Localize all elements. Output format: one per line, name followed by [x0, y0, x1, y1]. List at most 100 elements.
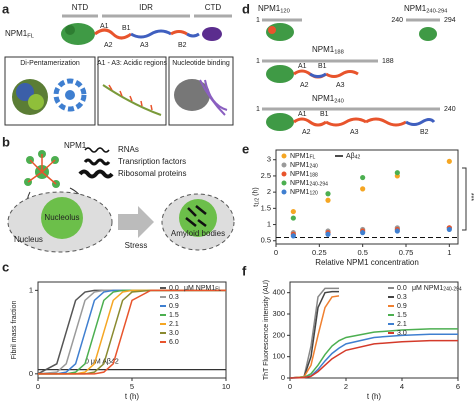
- idr-line: [309, 72, 327, 78]
- panel-label: d: [242, 1, 250, 16]
- structure: [419, 27, 437, 41]
- domain-label: IDR: [139, 3, 153, 12]
- partner-label: Transription factors: [118, 157, 186, 166]
- x-tick-label: 0.75: [399, 248, 414, 257]
- data-point: [325, 197, 331, 203]
- residue-label: 1: [256, 58, 260, 65]
- data-point: [394, 228, 400, 234]
- nucleolus-shape: [41, 197, 83, 239]
- y-axis-label: ThT Fluorescence intensity (AU): [263, 280, 270, 380]
- data-line: [289, 290, 339, 379]
- legend-label: 0.3: [397, 294, 407, 301]
- inset-title: Di-Pentamerization: [20, 60, 80, 67]
- subscript: 120: [309, 191, 318, 197]
- y-tick-label: 3: [267, 155, 271, 164]
- y-tick-label: 2.5: [261, 171, 271, 180]
- x-axis-label: t (h): [125, 392, 140, 401]
- x-tick-label: 0: [36, 382, 40, 391]
- legend-label: NPM1188: [290, 171, 318, 179]
- nucleolus-label: Nucleolus: [44, 213, 79, 222]
- text-part: Aβ: [346, 153, 355, 160]
- x-tick-label: 2: [344, 382, 348, 391]
- region-label: A1: [100, 23, 109, 30]
- x-tick-label: 10: [222, 382, 230, 391]
- text-part: (h): [252, 187, 259, 198]
- text-part: NPM1: [404, 4, 427, 13]
- data-line: [38, 289, 226, 375]
- annotation: 0 μM Aβ42: [85, 358, 119, 365]
- construct-name: NPM1240-294: [404, 4, 448, 14]
- data-point: [360, 174, 366, 181]
- data-point: [290, 233, 296, 239]
- inset-images: [12, 78, 228, 116]
- stress-arrow: [118, 206, 154, 238]
- inset-box: [97, 56, 167, 126]
- region-label: A3: [140, 42, 149, 49]
- data-point: [290, 215, 296, 221]
- data-line: [289, 339, 458, 379]
- text-part: μM NPM1: [184, 285, 215, 292]
- construct-name: NPM1240: [312, 94, 344, 104]
- structure: [268, 26, 276, 34]
- subscript: FL: [27, 33, 34, 39]
- data-point: [290, 208, 296, 215]
- legend-title: μM NPM1FL: [184, 285, 221, 293]
- y-tick-label: 1: [267, 220, 271, 229]
- subscript: 240-294: [443, 287, 462, 293]
- subscript: 188: [309, 173, 318, 179]
- legend-label: 0.3: [169, 294, 179, 301]
- significance-bracket: [462, 167, 467, 231]
- panel-label: b: [2, 134, 10, 149]
- idr-line: [405, 118, 436, 126]
- data-point: [446, 158, 452, 164]
- y-tick-label: 400: [272, 288, 285, 297]
- text-part: NPM1: [290, 180, 310, 187]
- subscript: FL: [309, 155, 315, 161]
- legend-label: 3.0: [169, 330, 179, 337]
- inset-title: A1 - A3: Acidic regions: [97, 60, 168, 67]
- text-part: NPM1: [5, 29, 28, 38]
- legend-swatch: [281, 189, 287, 195]
- text-part: NPM1: [290, 162, 310, 169]
- data-point: [394, 170, 400, 176]
- panel-label: e: [242, 141, 249, 156]
- region-label: B1: [318, 63, 327, 70]
- legend-swatch: [281, 162, 287, 168]
- text-part: NPM1: [312, 94, 335, 103]
- subscript: 240-294: [426, 8, 448, 14]
- fibrils: [185, 205, 207, 227]
- legend-label: NPM1FL: [290, 153, 316, 161]
- plot-frame: [289, 281, 459, 379]
- x-axis-label: t (h): [367, 392, 382, 401]
- legend-label: 2.1: [397, 321, 407, 328]
- partner-icons: [78, 147, 114, 179]
- protein-label: NPM1FL: [5, 29, 34, 39]
- construct-name: NPM1120: [258, 4, 290, 14]
- data-point: [446, 226, 452, 233]
- idr-line: [293, 117, 407, 127]
- subscript: 1/2: [255, 198, 261, 205]
- legend-label: 2.1: [169, 321, 179, 328]
- legend-label: 3.0: [397, 330, 407, 337]
- subscript: 240: [334, 98, 344, 104]
- subscript: 240: [309, 164, 318, 170]
- x-tick-label: 1: [447, 248, 451, 257]
- stress-label: Stress: [125, 241, 148, 250]
- legend-label: Aβ42: [346, 153, 361, 161]
- y-tick-label: 0: [29, 369, 33, 378]
- structure: [266, 113, 294, 131]
- legend-label: 0.0: [169, 285, 179, 292]
- partner-label: RNAs: [118, 145, 139, 154]
- panel-label: a: [2, 1, 10, 16]
- x-tick-label: 0: [288, 382, 292, 391]
- x-tick-label: 0.5: [357, 248, 367, 257]
- region-label: A2: [300, 82, 309, 89]
- legend-swatch: [281, 153, 287, 159]
- y-tick-label: 2: [267, 187, 271, 196]
- text-part: NPM1: [290, 189, 310, 196]
- x-axis-label: Relative NPM1 concentration: [315, 258, 419, 267]
- legend-label: 6.0: [169, 339, 179, 346]
- data-line: [289, 328, 458, 379]
- region-label: A3: [336, 82, 345, 89]
- subscript: FL: [215, 287, 221, 293]
